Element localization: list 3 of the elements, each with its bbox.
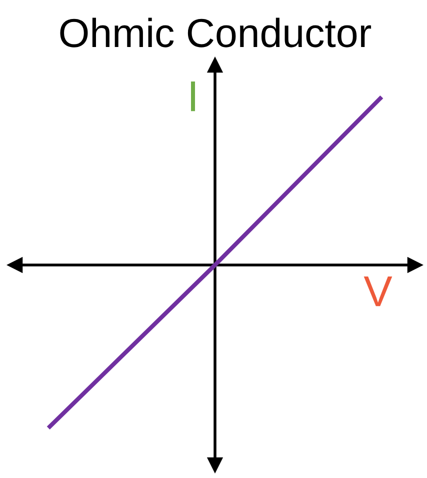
x-axis-title: V bbox=[364, 276, 392, 306]
chart-title: Ohmic Conductor bbox=[60, 18, 372, 48]
y-axis-title: I bbox=[190, 82, 196, 112]
